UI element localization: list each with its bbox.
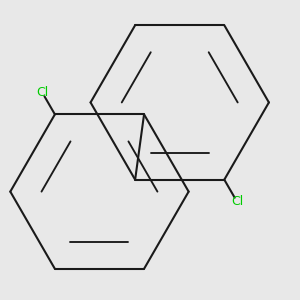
Text: Cl: Cl (231, 195, 243, 208)
Text: Cl: Cl (36, 86, 48, 99)
